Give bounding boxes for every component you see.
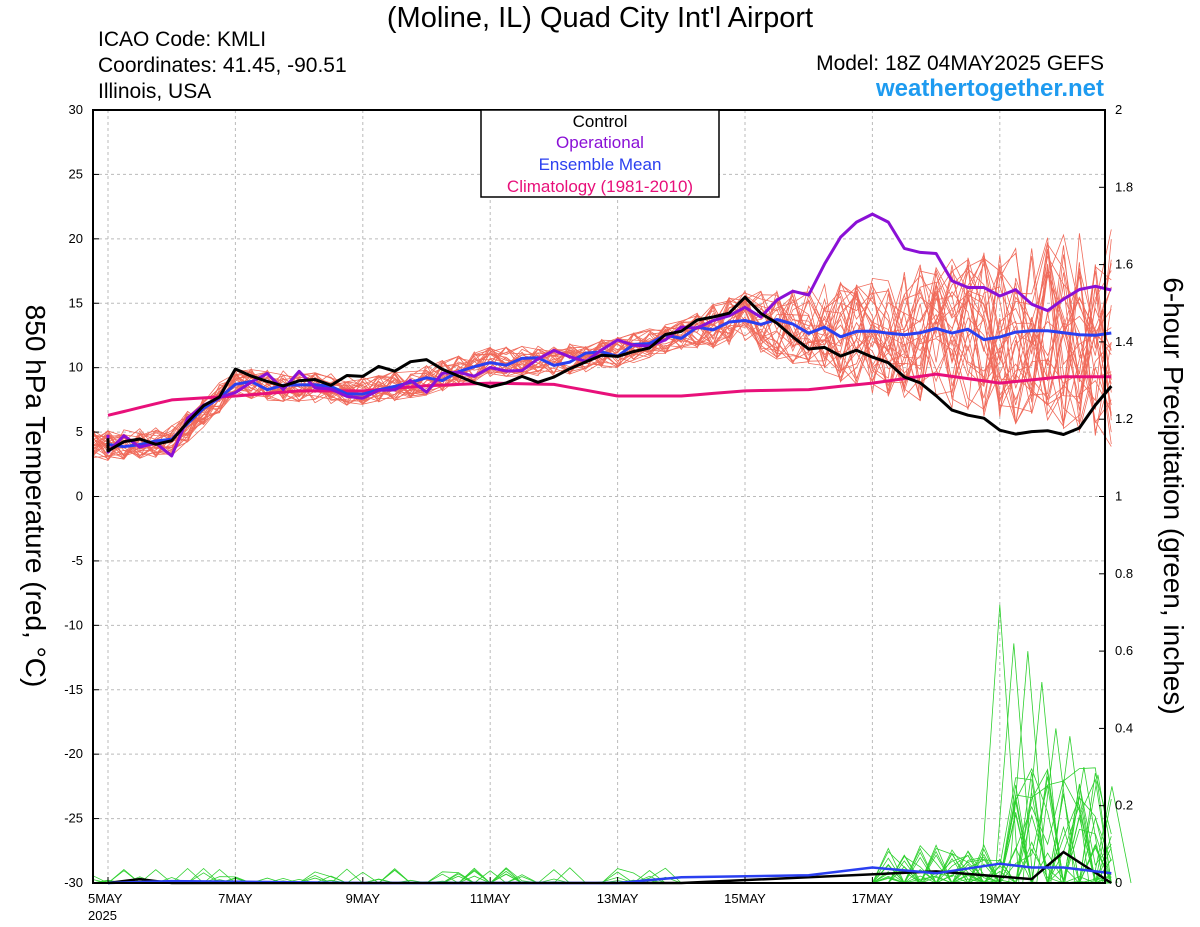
region: Illinois, USA: [98, 80, 212, 103]
right-tick-label: 0.4: [1115, 720, 1133, 735]
member-precip-peak: [1008, 651, 1048, 884]
left-tick-label: -30: [64, 875, 83, 890]
member-precip-line: [92, 803, 1112, 884]
ensemble-mean-line: [106, 318, 1112, 449]
climatology-line: [107, 372, 1112, 417]
legend-control: Control: [573, 112, 628, 131]
left-axis-title: 850 hPa Temperature (red, °C): [20, 305, 51, 688]
right-tick-label: 0.8: [1115, 566, 1133, 581]
left-tick-label: -5: [71, 553, 83, 568]
member-precip-peak: [994, 643, 1034, 884]
coordinates: Coordinates: 41.45, -90.51: [98, 54, 347, 77]
member-precip-peak: [1022, 681, 1062, 884]
left-tick-label: -10: [64, 617, 83, 632]
member-temp-line: [91, 258, 1112, 460]
site-link[interactable]: weathertogether.net: [875, 75, 1104, 102]
left-tick-label: 30: [69, 102, 83, 117]
member-temp-line: [91, 270, 1112, 451]
x-tick-label: 15MAY: [724, 891, 766, 906]
member-temp-line: [91, 264, 1112, 457]
right-tick-label: 1: [1115, 489, 1122, 504]
legend-operational: Operational: [556, 133, 644, 152]
member-temp-line: [92, 247, 1112, 456]
left-tick-label: -25: [64, 811, 83, 826]
left-tick-label: -20: [64, 746, 83, 761]
right-axis-title: 6-hour Precipitation (green, inches): [1158, 277, 1189, 714]
icao-code: ICAO Code: KMLI: [98, 28, 267, 51]
member-precip-peak: [1064, 766, 1104, 884]
x-tick-label: 19MAY: [979, 891, 1021, 906]
x-tick-label: 7MAY: [218, 891, 253, 906]
station-info: ICAO Code: KMLI Coordinates: 41.45, -90.…: [98, 27, 347, 105]
grid-lines: [93, 110, 1105, 883]
left-tick-label: 15: [69, 295, 83, 310]
operational-line: [106, 212, 1112, 458]
member-precip-line: [92, 779, 1112, 884]
right-tick-label: 0.2: [1115, 798, 1133, 813]
x-year-label: 2025: [88, 908, 117, 923]
left-tick-label: 20: [69, 231, 83, 246]
left-tick-label: 0: [76, 489, 83, 504]
member-temp-line: [91, 272, 1112, 450]
right-tick-label: 2: [1115, 102, 1122, 117]
left-axis-ticks: 30 25 20 15 10 5 0 -5 -10 -15 -20 -25 -30: [64, 102, 99, 890]
control-line: [106, 295, 1113, 453]
left-tick-label: 10: [69, 360, 83, 375]
member-precip-peak: [1092, 786, 1132, 884]
legend-ensemble-mean: Ensemble Mean: [539, 155, 662, 174]
right-tick-label: 1.2: [1115, 411, 1133, 426]
left-tick-label: 5: [76, 424, 83, 439]
chart-title: (Moline, IL) Quad City Int'l Airport: [386, 2, 814, 34]
legend-climatology: Climatology (1981-2010): [507, 177, 693, 196]
member-temp-line: [91, 263, 1112, 458]
left-tick-label: 25: [69, 166, 83, 181]
right-tick-label: 0.6: [1115, 643, 1133, 658]
member-precip-peak: [1050, 736, 1090, 884]
right-tick-label: 1.6: [1115, 257, 1133, 272]
member-precip-peak: [1036, 728, 1076, 884]
main-series: [106, 212, 1113, 885]
precip-members: [91, 604, 1132, 885]
member-temp-line: [91, 282, 1112, 457]
legend-box: [480, 109, 720, 198]
model-run: Model: 18Z 04MAY2025 GEFS: [816, 52, 1104, 75]
right-tick-label: 0: [1115, 875, 1122, 890]
ensemble-members: [91, 229, 1112, 461]
member-precip-peak: [980, 604, 1020, 884]
member-precip-peak: [1078, 774, 1118, 884]
left-tick-label: -15: [64, 682, 83, 697]
x-tick-label: 13MAY: [597, 891, 639, 906]
right-tick-label: 1.8: [1115, 179, 1133, 194]
x-tick-label: 11MAY: [470, 891, 511, 906]
x-tick-label: 5MAY: [88, 891, 123, 906]
x-axis-ticks: 5MAY 7MAY 9MAY 11MAY 13MAY 15MAY 17MAY 19MAY 202…: [88, 877, 1021, 923]
right-tick-label: 1.4: [1115, 334, 1133, 349]
legend: Control Operational Ensemble Mean Climat…: [480, 109, 720, 198]
right-axis-ticks: 2 1.8 1.6 1.4 1.2 1 0.8 0.6 0.4 0.2 0: [1099, 102, 1133, 890]
x-tick-label: 17MAY: [852, 891, 894, 906]
x-tick-label: 9MAY: [346, 891, 381, 906]
